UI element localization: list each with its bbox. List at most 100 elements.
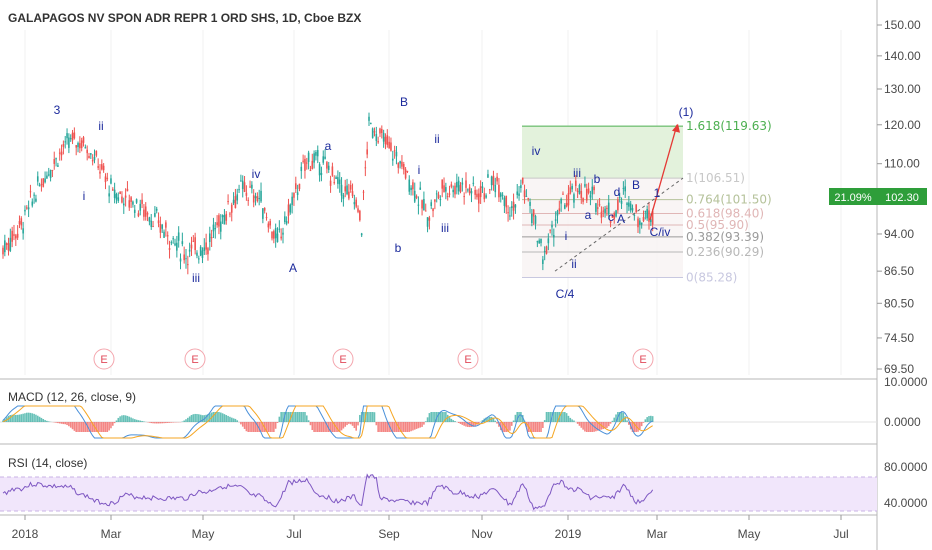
candle	[137, 210, 140, 218]
candle	[58, 148, 61, 161]
candle	[593, 185, 595, 195]
candle	[163, 229, 165, 238]
candle	[512, 193, 515, 220]
candle	[101, 159, 103, 171]
candle	[558, 200, 561, 215]
macd-histogram-bar	[313, 422, 315, 432]
candle	[527, 197, 530, 202]
macd-histogram-bar	[622, 412, 625, 422]
candle	[309, 165, 312, 172]
macd-histogram-bar	[337, 422, 339, 432]
candle	[379, 127, 381, 138]
wave-label: b	[395, 241, 402, 255]
macd-histogram-bar	[296, 412, 299, 422]
macd-histogram-bar	[183, 420, 185, 422]
candle	[311, 153, 314, 170]
candle	[424, 203, 427, 212]
macd-histogram-bar	[165, 422, 167, 424]
macd-histogram-bar	[399, 422, 401, 432]
candle	[245, 185, 248, 201]
macd-pane[interactable]: MACD (12, 26, close, 9) 10.0000 0.0000	[0, 375, 928, 439]
macd-histogram-bar	[520, 412, 522, 422]
macd-histogram-bar	[404, 422, 407, 432]
candle	[260, 182, 262, 203]
candle	[642, 210, 645, 223]
candle	[210, 229, 213, 247]
wave-label: i	[418, 163, 421, 177]
candle	[146, 211, 149, 222]
macd-histogram-bar	[348, 422, 350, 424]
time-tick-label: Mar	[647, 527, 668, 541]
macd-histogram-bar	[251, 422, 253, 432]
macd-histogram-bar	[190, 414, 193, 422]
candle	[554, 211, 557, 228]
macd-histogram-bar	[556, 412, 559, 422]
macd-histogram-bar	[221, 413, 224, 422]
macd-histogram-bar	[510, 422, 513, 426]
macd-histogram-bar	[452, 420, 454, 422]
candle	[53, 151, 56, 170]
candle	[273, 229, 275, 244]
time-tick-label: May	[738, 527, 761, 541]
macd-histogram-bar	[170, 422, 173, 423]
candle	[24, 205, 26, 216]
projection-arrow-line	[649, 124, 678, 221]
macd-histogram-bar	[648, 416, 650, 422]
time-axis[interactable]: 2018 Mar May Jul Sep Nov 2019 Mar May Jul	[12, 515, 849, 541]
macd-histogram-bar	[532, 422, 535, 432]
macd-histogram-bar	[512, 420, 515, 422]
candle	[573, 192, 575, 209]
macd-histogram-bar	[247, 422, 250, 432]
candle	[115, 192, 118, 204]
macd-histogram-bar	[324, 422, 326, 432]
candle	[576, 188, 579, 199]
projection-arrowhead	[672, 123, 680, 133]
candle	[525, 189, 528, 197]
candle	[271, 231, 273, 241]
macd-histogram-bar	[553, 412, 555, 422]
candle	[82, 135, 85, 147]
macd-histogram-bar	[596, 422, 599, 431]
macd-histogram-bar	[159, 422, 162, 424]
candle	[631, 204, 634, 213]
macd-histogram-bar	[419, 422, 422, 428]
candle	[635, 204, 637, 214]
macd-histogram-bar	[434, 412, 436, 422]
macd-histogram-bar	[113, 422, 116, 424]
candle	[494, 177, 497, 198]
price-axis[interactable]: 150.00 140.00 130.00 120.00 110.00 94.00 86.50…	[877, 18, 921, 376]
price-tick-label: 130.00	[884, 82, 921, 96]
wave-label: iv	[252, 167, 261, 181]
macd-histogram-bar	[587, 422, 590, 432]
fib-level-label: 0.5(95.90)	[686, 218, 749, 232]
macd-histogram-bar	[646, 417, 648, 422]
wave-label: iii	[573, 166, 581, 180]
candle	[2, 245, 4, 259]
candle	[117, 192, 120, 203]
candle	[47, 167, 50, 177]
macd-histogram-bar	[373, 412, 376, 422]
candle	[196, 250, 198, 259]
macd-histogram-bar	[445, 412, 447, 422]
macd-histogram-bar	[119, 416, 121, 422]
rsi-pane[interactable]: RSI (14, close) 80.0000 40.0000	[0, 456, 928, 512]
candle	[388, 136, 390, 149]
candle	[51, 169, 54, 178]
macd-histogram-bar	[507, 422, 509, 432]
candle	[393, 145, 396, 159]
macd-histogram-bar	[379, 422, 381, 432]
macd-histogram-bar	[624, 416, 626, 422]
wave-label: b	[594, 172, 601, 186]
macd-histogram-bar	[591, 422, 594, 432]
candle	[483, 187, 486, 203]
macd-histogram-bar	[567, 415, 570, 422]
candle	[256, 192, 259, 203]
candle	[106, 172, 109, 182]
macd-histogram-bar	[214, 412, 217, 422]
candle	[293, 192, 295, 206]
macd-histogram-bar	[609, 422, 612, 424]
macd-histogram-bar	[395, 422, 398, 432]
macd-histogram-bar	[36, 415, 39, 422]
candle	[402, 161, 405, 175]
